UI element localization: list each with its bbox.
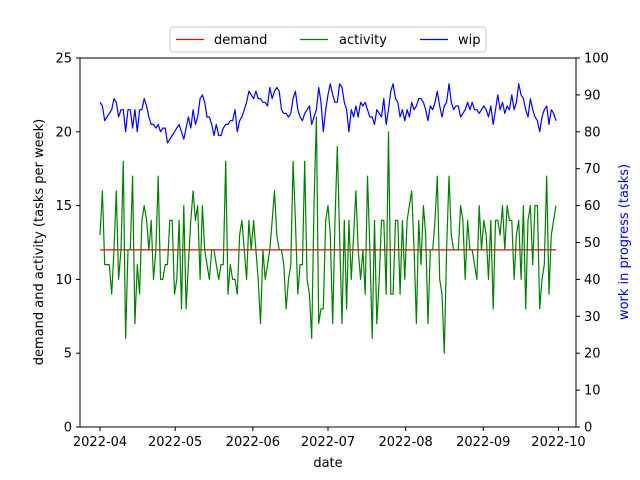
x-axis-label: date	[313, 456, 342, 471]
y-axis-left-label: demand and activity (tasks per week)	[32, 119, 47, 365]
series-line-wip	[99, 83, 557, 144]
y-right-tick-label: 40	[584, 273, 601, 288]
y-left-tick-label: 10	[55, 273, 72, 288]
x-axis: 2022-04 2022-05 2022-06 2022-07 2022-08 2022-…	[73, 427, 586, 450]
y-right-tick-label: 0	[584, 421, 592, 436]
legend-wip-label: wip	[458, 33, 481, 48]
y-axis-right: 0 10 20 30 40 50 60 70 80 90 100	[576, 52, 609, 436]
y-left-tick-label: 20	[55, 125, 72, 140]
y-axis-right-label: work in progress (tasks)	[617, 164, 632, 320]
y-right-tick-label: 10	[584, 384, 601, 399]
plot-area	[99, 83, 557, 354]
y-right-tick-label: 70	[584, 162, 601, 177]
legend-demand-label: demand	[214, 33, 267, 48]
y-right-tick-label: 100	[584, 52, 609, 67]
x-tick-label: 2022-08	[378, 435, 432, 450]
y-right-tick-label: 60	[584, 199, 601, 214]
series-line-activity	[99, 116, 557, 354]
y-left-tick-label: 0	[64, 421, 72, 436]
y-left-tick-label: 5	[64, 347, 72, 362]
y-axis-left: 0 5 10 15 20 25	[55, 52, 80, 436]
x-tick-label: 2022-05	[148, 435, 202, 450]
x-tick-label: 2022-04	[73, 435, 127, 450]
y-right-tick-label: 90	[584, 88, 601, 103]
legend: demand activity wip	[169, 26, 487, 53]
x-tick-label: 2022-10	[531, 435, 585, 450]
y-right-tick-label: 80	[584, 125, 601, 140]
y-right-tick-label: 20	[584, 347, 601, 362]
y-left-tick-label: 15	[55, 199, 72, 214]
x-tick-label: 2022-07	[301, 435, 355, 450]
legend-activity-label: activity	[339, 33, 387, 48]
y-right-tick-label: 50	[584, 236, 601, 251]
x-tick-label: 2022-09	[456, 435, 510, 450]
x-tick-label: 2022-06	[226, 435, 280, 450]
y-left-tick-label: 25	[55, 52, 72, 67]
y-right-tick-label: 30	[584, 310, 601, 325]
